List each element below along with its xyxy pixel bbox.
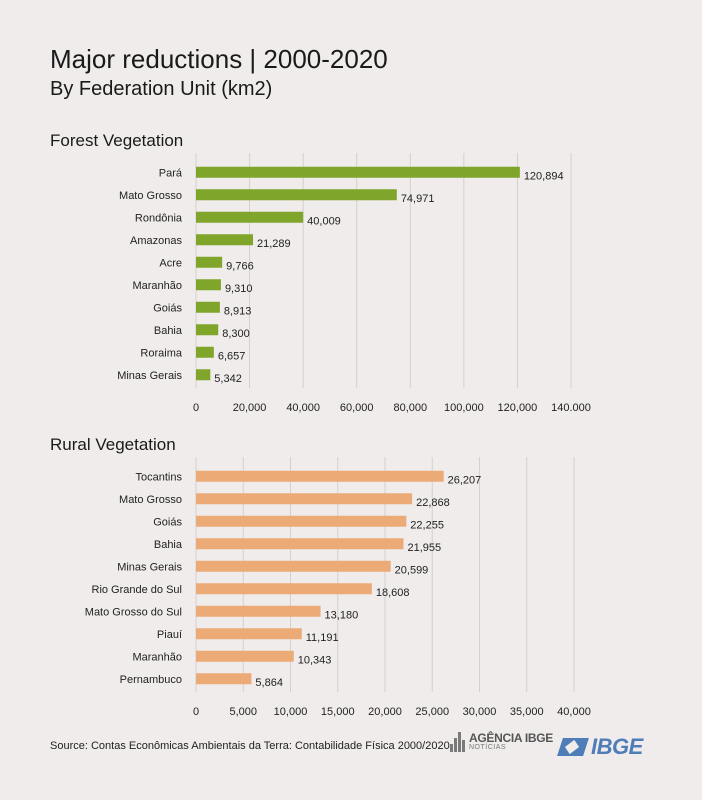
rural-chart-title: Rural Vegetation: [50, 435, 176, 454]
bar: [196, 605, 321, 617]
data-label: 18,608: [376, 587, 410, 599]
x-tick-label: 40,000: [557, 706, 591, 718]
logos: AGÊNCIA IBGE NOTÍCIAS IBGE: [450, 730, 660, 766]
data-label: 120,894: [524, 170, 564, 182]
category-label: Mato Grosso: [119, 494, 182, 506]
agencia-logo-text: AGÊNCIA IBGE: [469, 731, 553, 745]
category-label: Goiás: [153, 302, 182, 314]
bar: [196, 234, 254, 246]
ibge-mark-icon: [557, 738, 589, 756]
bar: [196, 493, 413, 505]
data-label: 10,343: [298, 654, 332, 666]
page-title: Major reductions | 2000-2020: [50, 44, 388, 74]
category-label: Rondônia: [135, 212, 183, 224]
x-tick-label: 20,000: [368, 706, 402, 718]
data-label: 20,599: [395, 564, 429, 576]
x-tick-label: 30,000: [463, 706, 497, 718]
x-tick-label: 5,000: [229, 706, 257, 718]
category-label: Minas Gerais: [117, 370, 182, 382]
bar: [196, 256, 223, 268]
ibge-logo: IBGE: [557, 734, 643, 760]
data-label: 22,868: [416, 497, 450, 509]
bar: [196, 369, 211, 381]
category-label: Tocantins: [136, 471, 183, 483]
category-label: Roraima: [140, 347, 182, 359]
bar: [196, 301, 220, 313]
data-label: 5,864: [255, 677, 283, 689]
data-label: 40,009: [307, 215, 341, 227]
data-label: 9,310: [225, 283, 253, 295]
bar: [196, 279, 221, 291]
bar: [196, 324, 219, 336]
agencia-logo-subtext: NOTÍCIAS: [469, 744, 507, 751]
data-label: 9,766: [226, 260, 254, 272]
x-tick-label: 0: [193, 402, 199, 414]
x-tick-label: 15,000: [321, 706, 355, 718]
x-tick-label: 20,000: [233, 402, 267, 414]
bar: [196, 628, 302, 640]
data-label: 11,191: [306, 632, 339, 644]
data-label: 21,955: [407, 542, 441, 554]
category-label: Maranhão: [132, 651, 182, 663]
category-label: Amazonas: [130, 235, 182, 247]
x-tick-label: 35,000: [510, 706, 544, 718]
data-label: 13,180: [325, 609, 359, 621]
x-tick-label: 80,000: [393, 402, 427, 414]
x-tick-label: 120,000: [498, 402, 538, 414]
bar: [196, 560, 391, 572]
ibge-logo-text: IBGE: [591, 734, 643, 759]
agencia-ibge-logo: AGÊNCIA IBGE NOTÍCIAS: [450, 732, 553, 752]
page-subtitle: By Federation Unit (km2): [50, 78, 273, 100]
x-tick-label: 140.000: [551, 402, 591, 414]
category-label: Acre: [159, 257, 182, 269]
category-label: Mato Grosso: [119, 190, 182, 202]
data-label: 21,289: [257, 238, 291, 250]
rural-vegetation-chart: 0 5,000 10,000 15,000 20,000 25,000 30,000 35,0…: [85, 457, 591, 718]
bar: [196, 538, 404, 550]
x-tick-label: 0: [193, 706, 199, 718]
forest-vegetation-chart: 0 20,000 40,000 60,000 80,000 100,000 120,000 1…: [117, 153, 591, 414]
category-label: Mato Grosso do Sul: [85, 606, 182, 618]
category-label: Bahia: [154, 325, 183, 337]
bar: [196, 515, 407, 527]
source-note: Source: Contas Econômicas Ambientais da …: [50, 740, 450, 752]
category-label: Maranhão: [132, 280, 182, 292]
bar: [196, 470, 444, 482]
x-tick-label: 40,000: [286, 402, 320, 414]
x-tick-label: 60,000: [340, 402, 374, 414]
data-label: 8,913: [224, 305, 252, 317]
bars-icon: [450, 732, 466, 752]
category-label: Goiás: [153, 516, 182, 528]
x-tick-label: 10,000: [274, 706, 308, 718]
category-label: Piauí: [157, 629, 182, 641]
x-tick-label: 25,000: [415, 706, 449, 718]
data-label: 5,342: [214, 373, 242, 385]
data-label: 6,657: [218, 350, 246, 362]
x-tick-label: 100,000: [444, 402, 484, 414]
bar: [196, 211, 304, 223]
data-label: 26,207: [448, 474, 482, 486]
data-label: 8,300: [222, 328, 250, 340]
category-label: Bahia: [154, 539, 183, 551]
bar: [196, 346, 214, 358]
data-label: 22,255: [410, 519, 444, 531]
data-label: 74,971: [401, 193, 435, 205]
category-label: Rio Grande do Sul: [92, 584, 183, 596]
forest-chart-title: Forest Vegetation: [50, 131, 184, 150]
bar: [196, 166, 520, 178]
category-label: Minas Gerais: [117, 561, 182, 573]
bar: [196, 189, 397, 201]
bar: [196, 673, 252, 685]
category-label: Pernambuco: [120, 674, 182, 686]
bar: [196, 583, 372, 595]
category-label: Pará: [159, 167, 183, 179]
bar: [196, 650, 294, 662]
